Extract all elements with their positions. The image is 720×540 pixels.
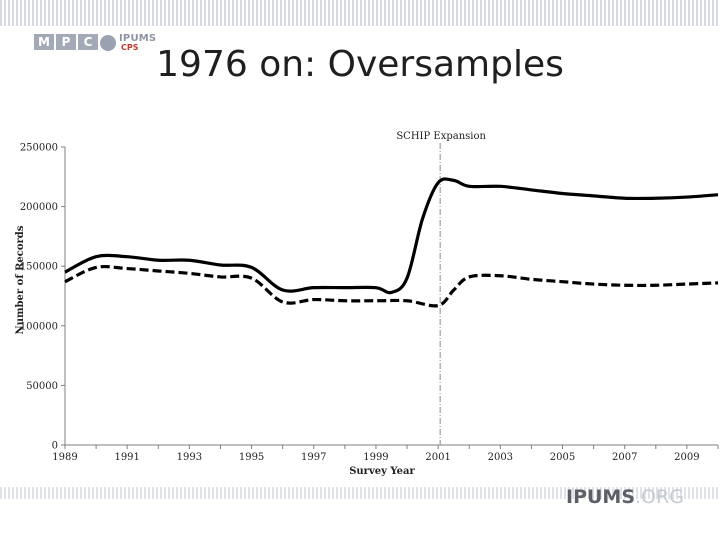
x-tick-label: 2007 xyxy=(612,452,637,463)
x-axis-title: Survey Year xyxy=(349,466,415,477)
slide-title: 1976 on: Oversamples xyxy=(156,44,564,85)
mpc-logo: M P C xyxy=(34,34,98,50)
x-tick-label: 1991 xyxy=(114,452,139,463)
y-tick-label: 50000 xyxy=(26,381,58,392)
y-tick-label: 200000 xyxy=(20,202,58,213)
ipums-logo-mark-icon xyxy=(100,35,116,51)
top-decorative-band xyxy=(0,0,720,26)
cps-logo-text: CPS xyxy=(121,43,139,52)
series-line-dashed xyxy=(64,264,719,308)
x-tick-label: 2003 xyxy=(488,452,513,463)
x-tick-label: 1989 xyxy=(52,452,77,463)
logo-letter-p: P xyxy=(56,34,76,50)
y-tick-label: 100000 xyxy=(20,321,58,332)
x-tick-label: 2001 xyxy=(425,452,450,463)
x-tick-label: 1997 xyxy=(301,452,326,463)
ipums-logo-text: IPUMS xyxy=(119,33,157,44)
y-tick-label: 0 xyxy=(52,441,58,452)
logo-letter-c: C xyxy=(78,34,98,50)
y-tick-label: 250000 xyxy=(20,143,58,154)
footer-org-text: .ORG xyxy=(635,486,684,508)
logo-letter-m: M xyxy=(34,34,54,50)
footer-ipums-text: IPUMS xyxy=(566,486,636,508)
ipums-cps-logo: IPUMS CPS xyxy=(100,33,158,53)
x-tick-label: 2005 xyxy=(550,452,575,463)
x-tick-label: 1995 xyxy=(239,452,264,463)
x-tick-label: 2009 xyxy=(674,452,699,463)
bottom-decorative-band xyxy=(0,487,720,499)
x-tick-label: 1999 xyxy=(363,452,388,463)
y-axis-title: Number of Records xyxy=(15,225,26,334)
schip-expansion-annotation: SCHIP Expansion xyxy=(396,131,486,142)
series-line-solid xyxy=(64,177,719,295)
ipums-org-footer-logo: IPUMS.ORG xyxy=(566,486,684,508)
y-tick-label: 150000 xyxy=(20,262,58,273)
x-tick-label: 1993 xyxy=(177,452,202,463)
